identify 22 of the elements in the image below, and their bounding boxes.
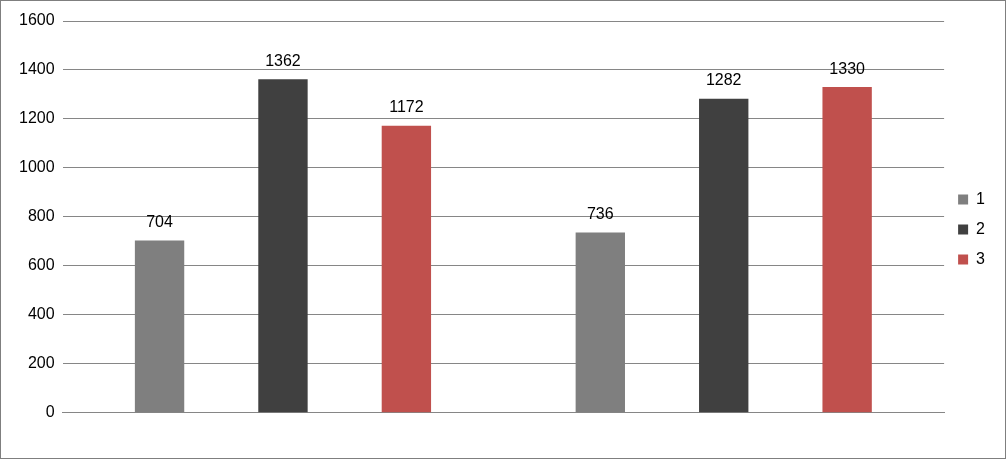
- data-label: 1362: [265, 51, 301, 69]
- bar: [699, 98, 749, 413]
- y-tick-label: 200: [27, 354, 55, 372]
- y-tick-label: 600: [27, 256, 55, 274]
- bar: [258, 79, 308, 413]
- y-tick-label: 400: [27, 305, 55, 323]
- y-tick-label: 1400: [19, 60, 55, 78]
- data-label: 736: [586, 204, 614, 222]
- y-tick-label: 1200: [19, 109, 55, 127]
- y-tick-label: 1000: [19, 158, 55, 176]
- bar: [822, 87, 872, 413]
- y-tick-label: 0: [45, 403, 55, 421]
- data-label: 1282: [705, 71, 742, 89]
- data-label: 704: [146, 212, 173, 230]
- legend-label: 3: [976, 249, 986, 267]
- data-label: 1330: [829, 59, 866, 77]
- y-tick-label: 800: [27, 207, 55, 225]
- legend-label: 2: [976, 219, 986, 237]
- y-tick-label: 1600: [19, 11, 55, 29]
- bar: [381, 125, 432, 413]
- legend-label: 1: [976, 189, 986, 207]
- data-label: 1172: [389, 98, 424, 116]
